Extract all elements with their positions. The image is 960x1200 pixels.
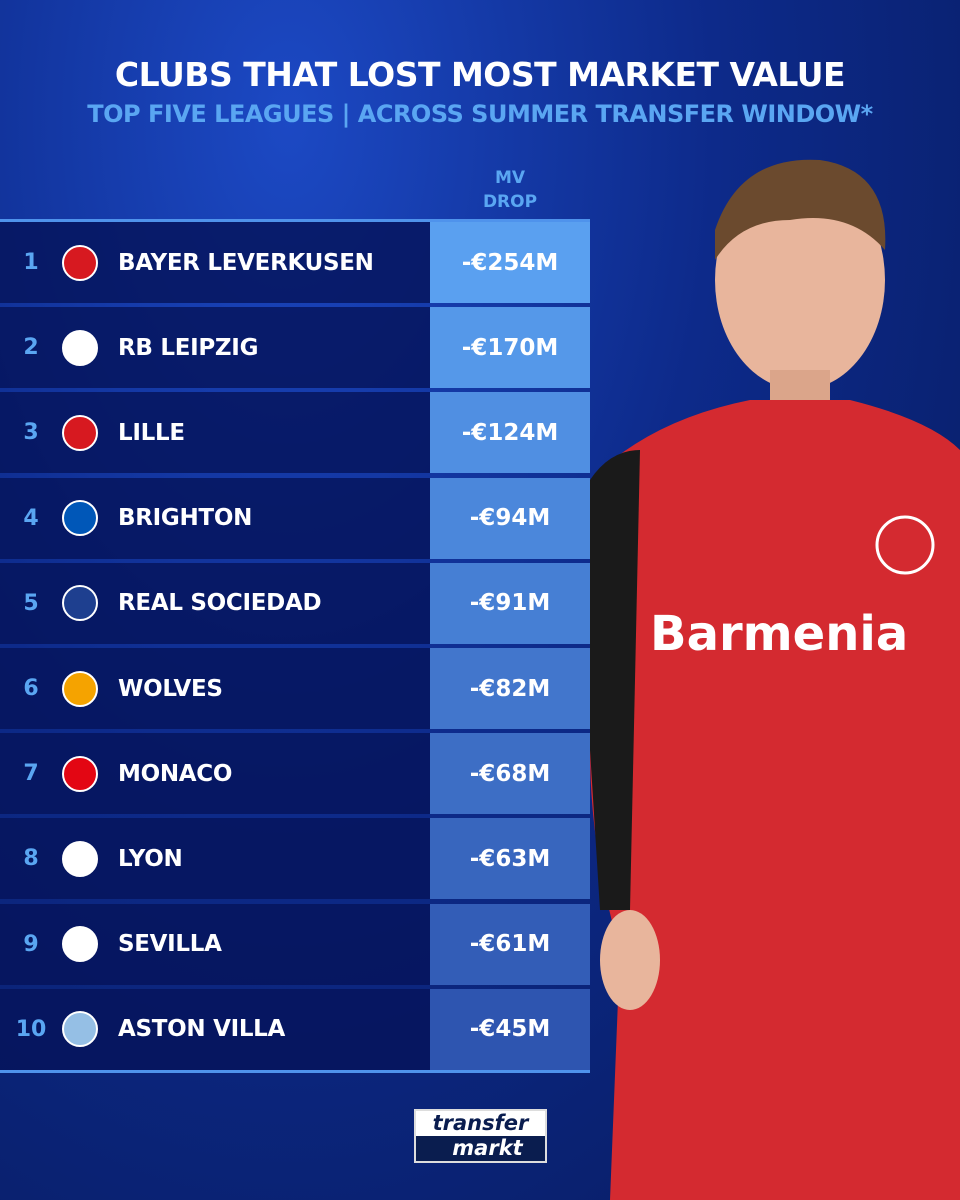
rank-number: 10 — [15, 1016, 47, 1042]
table-row: 5 REAL SOCIEDAD -€91M — [0, 562, 590, 644]
logo-line2: markt — [452, 1136, 523, 1160]
logo-line1: transfer — [416, 1111, 545, 1136]
mv-drop-value: -€124M — [430, 392, 590, 474]
club-crest-icon — [62, 926, 98, 963]
club-crest-icon — [62, 500, 98, 537]
club-cell: 8 LYON — [0, 818, 430, 900]
club-name: MONACO — [118, 760, 233, 787]
club-name: REAL SOCIEDAD — [118, 590, 322, 617]
club-cell: 2 RB LEIPZIG — [0, 307, 430, 389]
mv-drop-value: -€63M — [430, 818, 590, 900]
table-row: 10 ASTON VILLA -€45M — [0, 988, 590, 1070]
mv-drop-value: -€94M — [430, 477, 590, 559]
transfermarkt-logo: transfer markt — [414, 1109, 547, 1163]
mv-drop-value: -€68M — [430, 733, 590, 815]
page-title: CLUBS THAT LOST MOST MARKET VALUE — [114, 55, 846, 94]
club-name: ASTON VILLA — [118, 1016, 286, 1043]
table-row: 4 BRIGHTON -€94M — [0, 477, 590, 559]
club-cell: 9 SEVILLA — [0, 903, 430, 985]
club-cell: 3 LILLE — [0, 392, 430, 474]
rank-number: 2 — [23, 335, 39, 361]
rank-number: 7 — [23, 761, 39, 787]
mv-drop-value: -€170M — [430, 307, 590, 389]
club-name: LYON — [118, 845, 183, 872]
club-name: WOLVES — [118, 675, 223, 702]
table-row: 3 LILLE -€124M — [0, 392, 590, 474]
club-crest-icon — [62, 414, 98, 451]
club-cell: 10 ASTON VILLA — [0, 988, 430, 1070]
rank-number: 5 — [23, 590, 39, 616]
svg-text:Barmenia: Barmenia — [650, 606, 908, 662]
club-cell: 1 BAYER LEVERKUSEN — [0, 222, 430, 303]
column-header-mv-drop: MV DROP — [482, 168, 538, 212]
club-crest-icon — [62, 670, 98, 707]
table-row: 2 RB LEIPZIG -€170M — [0, 307, 590, 389]
table-bottom-rule — [0, 1070, 590, 1073]
club-name: BAYER LEVERKUSEN — [118, 249, 374, 276]
table-row: 9 SEVILLA -€61M — [0, 903, 590, 985]
mv-drop-value: -€61M — [430, 903, 590, 985]
mv-drop-value: -€91M — [430, 562, 590, 644]
table-row: 7 MONACO -€68M — [0, 733, 590, 815]
club-crest-icon — [62, 585, 98, 622]
club-name: BRIGHTON — [118, 505, 253, 532]
club-cell: 4 BRIGHTON — [0, 477, 430, 559]
rank-number: 4 — [23, 505, 39, 531]
mv-drop-value: -€45M — [430, 988, 590, 1070]
club-crest-icon — [62, 244, 98, 281]
rank-number: 9 — [23, 931, 39, 957]
mv-drop-value: -€82M — [430, 648, 590, 729]
rank-number: 1 — [23, 250, 39, 275]
table-top-rule — [0, 219, 590, 222]
club-cell: 5 REAL SOCIEDAD — [0, 562, 430, 644]
club-cell: 6 WOLVES — [0, 648, 430, 729]
mv-drop-value: -€254M — [430, 222, 590, 303]
club-crest-icon — [62, 840, 98, 877]
page-subtitle: TOP FIVE LEAGUES | ACROSS SUMMER TRANSFE… — [87, 100, 873, 128]
player-photo: Barmenia — [590, 159, 960, 1200]
table-row: 1 BAYER LEVERKUSEN -€254M — [0, 222, 590, 303]
club-name: RB LEIPZIG — [118, 334, 259, 361]
club-cell: 7 MONACO — [0, 733, 430, 815]
club-crest-icon — [62, 755, 98, 792]
table-row: 6 WOLVES -€82M — [0, 648, 590, 729]
club-crest-icon — [62, 1011, 98, 1048]
rank-number: 3 — [23, 420, 39, 446]
rank-number: 8 — [23, 846, 39, 872]
club-name: SEVILLA — [118, 931, 222, 958]
club-crest-icon — [62, 329, 98, 366]
club-name: LILLE — [118, 419, 185, 446]
rank-number: 6 — [23, 676, 39, 701]
table-row: 8 LYON -€63M — [0, 818, 590, 900]
